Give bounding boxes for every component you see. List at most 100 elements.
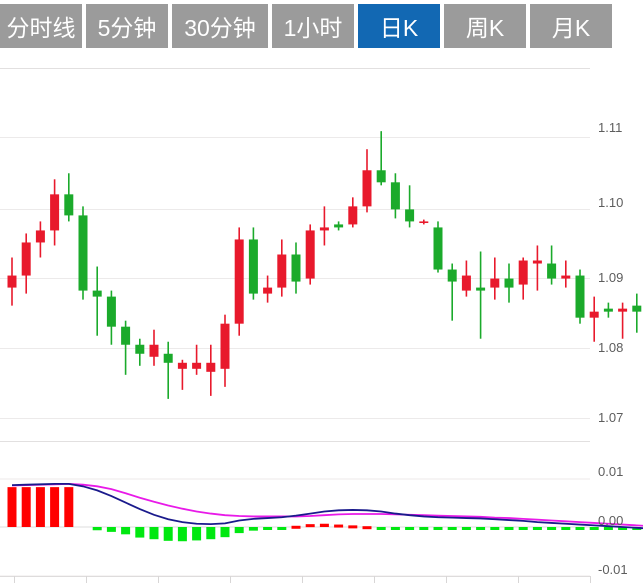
- macd-histogram-bar: [532, 527, 542, 530]
- macd-histogram-bar: [547, 527, 557, 530]
- tab-1[interactable]: 5分钟: [86, 4, 168, 48]
- macd-histogram-bar: [603, 527, 613, 530]
- candle: [532, 245, 542, 291]
- macd-dif-line: [11, 482, 643, 530]
- price-gridline: [0, 418, 590, 419]
- macd-histogram-bar: [192, 527, 202, 541]
- macd-histogram-bar: [177, 527, 187, 542]
- candle: [291, 242, 301, 294]
- tab-4[interactable]: 日K: [358, 4, 440, 48]
- macd-histogram-bar: [163, 527, 173, 541]
- candlestick-series: [7, 131, 642, 399]
- x-axis-tick: [86, 576, 87, 583]
- candle: [461, 260, 471, 297]
- candle: [206, 344, 216, 396]
- price-tick-label: 1.11: [598, 120, 623, 135]
- macd-histogram-bar: [206, 527, 216, 540]
- candle: [234, 227, 244, 336]
- macd-histogram-bar: [35, 487, 45, 527]
- macd-histogram-bar: [92, 527, 102, 531]
- candle: [263, 275, 273, 303]
- candle: [319, 206, 329, 246]
- candle: [50, 179, 60, 246]
- macd-histogram-bar: [518, 527, 528, 530]
- macd-histogram-bar: [319, 523, 329, 527]
- macd-histogram-bar: [476, 527, 486, 530]
- candle: [35, 221, 45, 258]
- macd-histogram-bar: [504, 527, 514, 530]
- candle: [177, 359, 187, 390]
- candle: [547, 245, 557, 285]
- x-axis-tick: [590, 576, 591, 583]
- macd-chart-panel[interactable]: [0, 447, 643, 583]
- macd-histogram-bar: [7, 487, 17, 527]
- candle: [405, 185, 415, 228]
- candle: [575, 269, 585, 324]
- x-axis-tick: [14, 576, 15, 583]
- macd-histogram-bar: [106, 527, 116, 532]
- candle: [632, 293, 642, 333]
- macd-histogram-bar: [447, 527, 457, 530]
- price-tick-label: 1.10: [598, 195, 624, 210]
- candle: [7, 257, 17, 306]
- x-axis-tick: [302, 576, 303, 583]
- candle: [476, 251, 486, 339]
- candle: [106, 290, 116, 345]
- tab-0[interactable]: 分时线: [0, 4, 82, 48]
- price-gridline: [0, 68, 590, 69]
- candle: [248, 227, 258, 300]
- macd-series: [0, 478, 643, 577]
- candle: [149, 329, 159, 366]
- macd-histogram-bar: [376, 527, 386, 530]
- macd-histogram-bar: [64, 487, 74, 527]
- candle: [390, 173, 400, 219]
- macd-histogram-bar: [433, 527, 443, 530]
- price-tick-label: 1.07: [598, 410, 624, 425]
- candle: [92, 266, 102, 336]
- macd-histogram-bar: [390, 527, 400, 530]
- macd-histogram-bar: [575, 527, 585, 530]
- candle: [504, 263, 514, 303]
- candle: [305, 224, 315, 285]
- candle: [64, 173, 74, 222]
- macd-histogram-bar: [234, 527, 244, 534]
- x-axis-tick: [518, 576, 519, 583]
- candle: [419, 219, 429, 225]
- candle: [220, 314, 230, 387]
- tab-2[interactable]: 30分钟: [172, 4, 268, 48]
- candle: [135, 338, 145, 366]
- macd-histogram-bar: [135, 527, 145, 538]
- macd-histogram-bar: [334, 524, 344, 528]
- macd-histogram-bar: [248, 527, 258, 531]
- candle: [277, 239, 287, 297]
- x-axis-tick: [446, 576, 447, 583]
- macd-histogram-bar: [461, 527, 471, 530]
- macd-histogram-bar: [21, 487, 31, 527]
- x-axis-tick: [374, 576, 375, 583]
- candle: [603, 302, 613, 318]
- candle: [433, 221, 443, 273]
- candlestick-chart-panel[interactable]: [0, 55, 643, 445]
- macd-tick-label: 0.01: [598, 464, 624, 479]
- candle: [376, 131, 386, 186]
- candle: [21, 233, 31, 294]
- macd-histogram-bar: [149, 527, 159, 540]
- x-axis-tick: [158, 576, 159, 583]
- candle: [589, 296, 599, 342]
- tab-6[interactable]: 月K: [530, 4, 612, 48]
- candle: [490, 257, 500, 300]
- candle: [518, 257, 528, 300]
- macd-histogram-bar: [121, 527, 131, 535]
- x-axis-tick: [230, 576, 231, 583]
- price-gridline: [0, 441, 590, 442]
- price-tick-label: 1.08: [598, 340, 624, 355]
- tab-3[interactable]: 1小时: [272, 4, 354, 48]
- macd-histogram-bar: [305, 524, 315, 528]
- macd-tick-label: -0.01: [598, 562, 628, 577]
- tab-5[interactable]: 周K: [444, 4, 526, 48]
- macd-tick-label: 0.00: [598, 513, 624, 528]
- candle: [618, 302, 628, 339]
- period-tabbar: 分时线 5分钟 30分钟 1小时 日K 周K 月K: [0, 0, 643, 55]
- macd-histogram-bar: [50, 487, 60, 527]
